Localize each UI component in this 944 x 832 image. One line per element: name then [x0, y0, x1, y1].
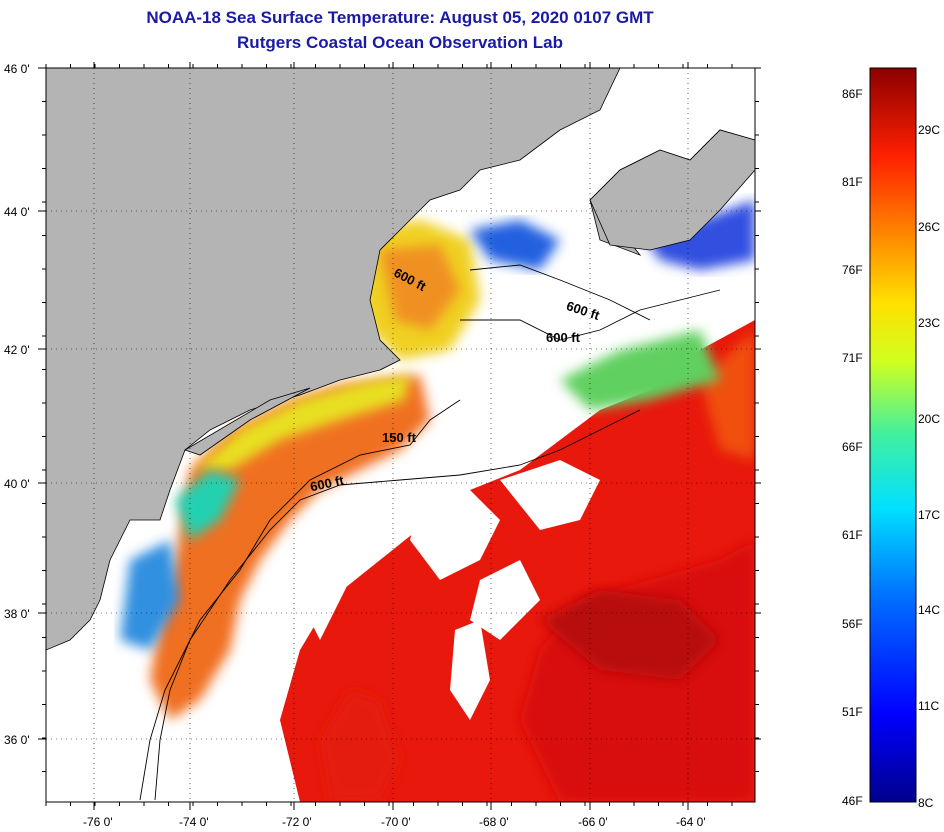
colorbar-label-f: 61F	[842, 528, 863, 542]
lon-label: -64 0'	[676, 815, 706, 829]
lat-label: 40 0'	[4, 477, 30, 491]
colorbar-label-c: 8C	[918, 796, 934, 810]
land-masses	[46, 68, 755, 651]
lon-label: -72 0'	[282, 815, 312, 829]
lon-label: -76 0'	[83, 815, 113, 829]
lon-label: -74 0'	[179, 815, 209, 829]
colorbar	[869, 67, 917, 803]
colorbar-label-f: 66F	[842, 440, 863, 454]
colorbar-label-f: 81F	[842, 175, 863, 189]
lat-label: 42 0'	[4, 343, 30, 357]
colorbar-label-c: 17C	[918, 508, 941, 522]
colorbar-label-c: 26C	[918, 220, 941, 234]
map-subtitle: Rutgers Coastal Ocean Observation Lab	[237, 33, 563, 52]
depth-contours	[139, 264, 721, 801]
lat-label: 36 0'	[4, 733, 30, 747]
nova-scotia	[589, 129, 755, 251]
colorbar-label-f: 76F	[842, 263, 863, 277]
lon-label: -66 0'	[578, 815, 608, 829]
colorbar-label-f: 56F	[842, 617, 863, 631]
lat-label: 46 0'	[4, 62, 30, 76]
lon-label: -70 0'	[381, 815, 411, 829]
colorbar-label-c: 23C	[918, 316, 941, 330]
map-frame	[45, 67, 756, 803]
contour-label: 600 ft	[546, 330, 580, 345]
axis-ticks	[38, 62, 761, 810]
graticule	[46, 68, 755, 802]
contour-label: 150 ft	[382, 430, 416, 445]
colorbar-label-f: 46F	[842, 794, 863, 808]
warm-water-region	[280, 320, 755, 802]
lon-label: -68 0'	[479, 815, 509, 829]
colorbar-label-c: 11C	[918, 699, 940, 713]
colorbar-label-f: 51F	[842, 705, 863, 719]
cloud-patches	[300, 460, 600, 720]
colorbar-label-c: 14C	[918, 603, 941, 617]
colorbar-label-c: 20C	[918, 412, 941, 426]
map-title: NOAA-18 Sea Surface Temperature: August …	[146, 8, 654, 27]
lat-label: 44 0'	[4, 205, 30, 219]
colorbar-label-f: 71F	[842, 351, 863, 365]
lat-label: 38 0'	[4, 607, 30, 621]
shelf-water-region	[46, 180, 755, 720]
colorbar-label-c: 29C	[918, 123, 941, 137]
colorbar-label-f: 86F	[842, 87, 863, 101]
